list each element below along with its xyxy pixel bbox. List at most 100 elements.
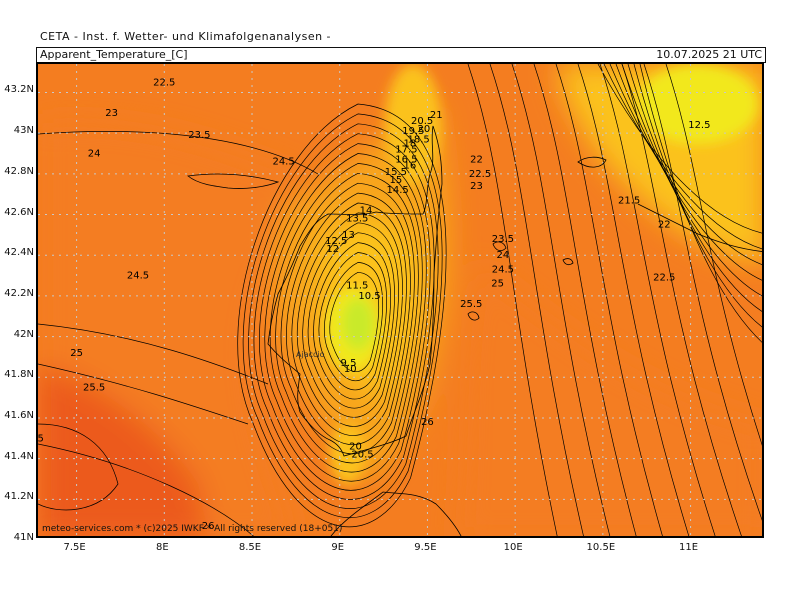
contour-value-label: 23.5: [188, 130, 210, 141]
corsica-isotherm: [275, 172, 419, 464]
corsica-isotherm: [302, 222, 399, 418]
calvi-bay-coastline: [187, 173, 280, 189]
lon-tick-label: 7.5E: [63, 542, 86, 553]
header-title: CETA - Inst. f. Wetter- und Klimafolgena…: [40, 30, 332, 43]
contour-value-label: 24.5: [127, 271, 149, 282]
contour-value-label: 17.5: [395, 144, 417, 155]
contour-value-label: 23: [470, 181, 483, 192]
contour-value-label: 20: [349, 441, 362, 452]
corsica-isotherm: [280, 182, 415, 455]
contour-value-label: 23: [105, 108, 118, 119]
map-frame: 22.52323.52424.52424.52525.526.5262120.5…: [36, 62, 764, 538]
corsica-isotherm: [269, 163, 423, 473]
northeast-isotherm: [627, 64, 762, 312]
contour-value-label: 22.5: [469, 169, 491, 180]
contour-value-label: 14.5: [386, 185, 408, 196]
contour-value-label: 12.5: [325, 236, 347, 247]
temperature-map: 22.52323.52424.52424.52525.526.5262120.5…: [38, 64, 762, 536]
valid-time: 10.07.2025 21 UTC: [656, 48, 762, 61]
lat-tick-label: 41.2N: [4, 491, 34, 503]
contour-value-label: 10: [344, 364, 357, 375]
contour-value-label: 18: [404, 138, 417, 149]
contour-value-label: 13.5: [346, 214, 368, 225]
contour-value-label: 21: [430, 110, 443, 121]
field-ne-yellow: [638, 64, 758, 144]
lat-tick-label: 41N: [13, 532, 34, 543]
parameter-label: Apparent_Temperature_[C]: [40, 48, 188, 61]
east-isotherm: [577, 64, 690, 536]
contour-value-label: 20.5: [351, 450, 373, 461]
northeast-isotherm: [633, 64, 762, 328]
east-isotherm: [643, 64, 762, 521]
east-isotherm: [555, 64, 663, 536]
lon-tick-label: 8E: [155, 542, 169, 553]
southwest-isotherm: [38, 423, 119, 511]
contour-value-label: 26: [202, 521, 215, 532]
corsica-isotherm: [297, 212, 403, 427]
field-east-warm: [458, 264, 762, 536]
contour-value-label: 26.5: [38, 433, 44, 444]
capraia-coastline: [492, 241, 507, 252]
contour-value-label: 21.5: [618, 195, 640, 206]
lon-tick-label: 9E: [331, 542, 345, 553]
lon-tick-label: 10.5E: [586, 542, 616, 553]
contour-value-label: 13: [342, 230, 355, 241]
contour-value-label: 22.5: [653, 273, 675, 284]
field-southwest-hot: [38, 364, 208, 536]
contour-value-label: 23.5: [492, 234, 514, 245]
contour-value-label: 20: [418, 124, 431, 135]
southwest-isotherm: [38, 443, 254, 536]
northeast-isotherm: [597, 64, 762, 234]
northeast-isotherm: [615, 64, 762, 281]
lat-tick-label: 43.2N: [4, 84, 34, 96]
lat-tick-label: 42.2N: [4, 287, 34, 299]
contour-value-label: 25.5: [83, 382, 105, 393]
east-isotherm: [533, 64, 637, 536]
coastline: [187, 125, 762, 536]
east-isotherm: [599, 64, 716, 536]
corsica-isotherm: [286, 192, 411, 446]
title-bar: Apparent_Temperature_[C] 10.07.2025 21 U…: [36, 47, 766, 63]
contour-value-label: 9.5: [341, 358, 357, 369]
contour-value-label: 16.5: [395, 155, 417, 166]
corsica-isotherm: [242, 113, 443, 519]
northeast-isotherm: [609, 64, 762, 265]
lat-tick-label: 41.8N: [4, 369, 34, 381]
lat-tick-label: 43N: [13, 125, 34, 137]
corsica-isotherm: [291, 202, 407, 436]
west-isotherm: [38, 363, 249, 425]
lat-tick-label: 42.8N: [4, 165, 34, 177]
lat-tick-label: 41.6N: [4, 409, 34, 421]
east-isotherm: [489, 64, 584, 536]
color-field: [38, 64, 762, 536]
contour-value-label: 10.5: [358, 291, 380, 302]
northwest-isotherm: [38, 131, 319, 175]
field-south-cool: [330, 424, 366, 484]
pianosa-coastline: [562, 258, 574, 266]
italy-coastline: [637, 203, 762, 252]
contour-value-label: 25: [491, 279, 504, 290]
corsica-coastline: [267, 125, 443, 457]
montecristo-coastline: [467, 311, 480, 321]
corsica-isotherm: [307, 232, 395, 409]
contour-value-label: 12.5: [688, 120, 710, 131]
lon-tick-label: 11E: [679, 542, 699, 553]
sardinia-coastline: [330, 491, 462, 536]
contour-value-label: 24: [88, 149, 101, 160]
lat-tick-label: 42.4N: [4, 247, 34, 259]
corsica-isotherm: [237, 103, 447, 527]
lat-tick-label: 41.4N: [4, 450, 34, 462]
contour-value-label: 22: [470, 155, 483, 166]
contour-value-label: 19.5: [402, 126, 424, 137]
contour-value-label: 24: [497, 250, 510, 261]
lon-tick-label: 9.5E: [414, 542, 437, 553]
northeast-isotherm: [639, 64, 762, 343]
contour-value-label: 25.5: [460, 299, 482, 310]
graticule: [38, 64, 762, 536]
field-center-green: [342, 298, 374, 350]
copyright-notice: meteo-services.com * (c)2025 IWKF * All …: [42, 524, 343, 534]
contour-value-label: 18.5: [408, 134, 430, 145]
corsica-isotherm: [264, 153, 427, 482]
contour-value-label: 24.5: [492, 264, 514, 275]
contour-labels: 22.52323.52424.52424.52525.526.5262120.5…: [38, 77, 710, 531]
